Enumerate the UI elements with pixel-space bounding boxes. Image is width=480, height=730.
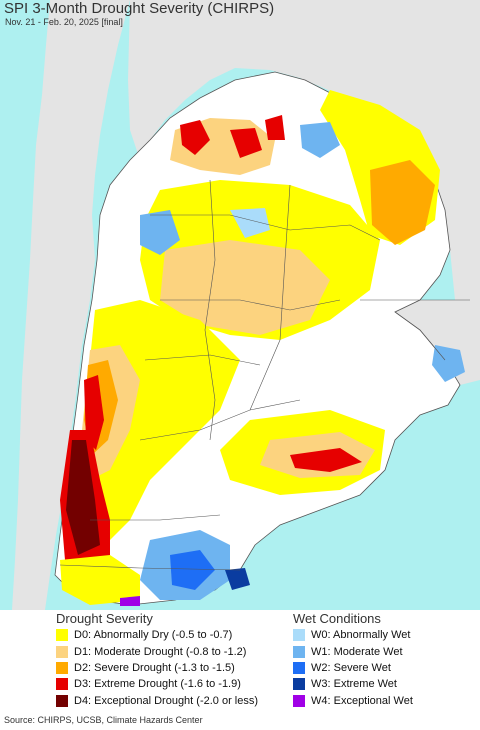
legend-label-d3: D3: Extreme Drought (-1.6 to -1.9) [74, 678, 241, 691]
legend-item-d0: D0: Abnormally Dry (-0.5 to -0.7) [56, 627, 258, 643]
legend-label-w3: W3: Extreme Wet [311, 678, 397, 691]
legend-item-d2: D2: Severe Drought (-1.3 to -1.5) [56, 660, 258, 676]
legend-label-w2: W2: Severe Wet [311, 661, 391, 674]
chile-coast [0, 0, 50, 610]
legend-item-d3: D3: Extreme Drought (-1.6 to -1.9) [56, 676, 258, 692]
wet-legend: Wet Conditions W0: Abnormally Wet W1: Mo… [293, 610, 413, 709]
legend-label-d1: D1: Moderate Drought (-0.8 to -1.2) [74, 645, 247, 658]
legend: Drought Severity D0: Abnormally Dry (-0.… [0, 610, 480, 710]
legend-item-d4: D4: Exceptional Drought (-2.0 or less) [56, 693, 258, 709]
swatch-d0 [56, 629, 68, 642]
swatch-d3 [56, 678, 68, 691]
swatch-d4 [56, 694, 68, 707]
swatch-d2 [56, 661, 68, 674]
swatch-w1 [293, 645, 305, 658]
drought-legend-heading: Drought Severity [56, 611, 153, 626]
legend-label-w4: W4: Exceptional Wet [311, 694, 413, 707]
map-subtitle: Nov. 21 - Feb. 20, 2025 [final] [5, 17, 123, 27]
legend-item-w1: W1: Moderate Wet [293, 643, 413, 659]
drought-patches [60, 90, 440, 605]
swatch-d1 [56, 645, 68, 658]
legend-label-w1: W1: Moderate Wet [311, 645, 403, 658]
wet-patches [120, 122, 465, 606]
north-land [128, 0, 480, 300]
legend-label-w0: W0: Abnormally Wet [311, 629, 411, 642]
legend-item-w0: W0: Abnormally Wet [293, 627, 413, 643]
source-credit: Source: CHIRPS, UCSB, Climate Hazards Ce… [4, 715, 203, 725]
legend-item-d1: D1: Moderate Drought (-0.8 to -1.2) [56, 643, 258, 659]
legend-item-w3: W3: Extreme Wet [293, 676, 413, 692]
admin-borders [59, 179, 470, 571]
legend-label-d0: D0: Abnormally Dry (-0.5 to -0.7) [74, 629, 233, 642]
map-title: SPI 3-Month Drought Severity (CHIRPS) [4, 0, 275, 17]
swatch-w0 [293, 629, 305, 642]
legend-item-w2: W2: Severe Wet [293, 660, 413, 676]
swatch-w3 [293, 678, 305, 691]
drought-map [0, 0, 480, 610]
legend-label-d2: D2: Severe Drought (-1.3 to -1.5) [74, 661, 235, 674]
legend-label-d4: D4: Exceptional Drought (-2.0 or less) [74, 694, 259, 707]
swatch-w4 [293, 694, 305, 707]
legend-item-w4: W4: Exceptional Wet [293, 693, 413, 709]
swatch-w2 [293, 661, 305, 674]
drought-legend: Drought Severity D0: Abnormally Dry (-0.… [56, 610, 258, 709]
wet-legend-heading: Wet Conditions [293, 611, 381, 626]
